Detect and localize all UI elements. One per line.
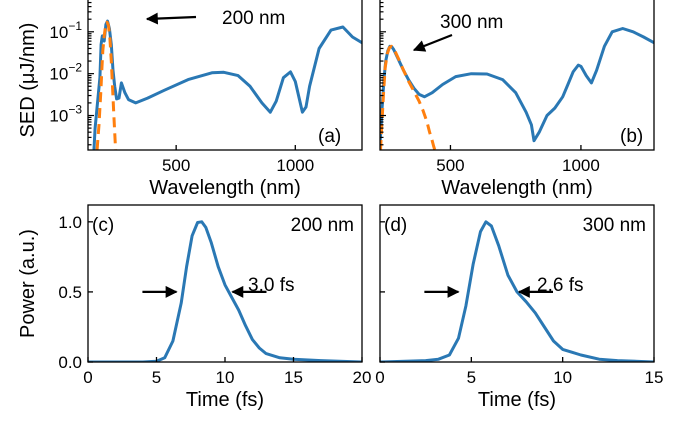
x-tick-label: 5 [152, 368, 161, 387]
series-group [92, 19, 362, 150]
axes-frame-a [87, 0, 363, 151]
x-axis-label: Wavelength (nm) [441, 177, 593, 199]
wavelength-annotation: 300 nm [440, 12, 503, 33]
pointer-arrow [412, 33, 453, 52]
y-tick-base: 10 [49, 23, 68, 42]
x-tick-label: 10 [216, 368, 235, 387]
y-tick-label: 0.5 [58, 283, 82, 302]
wavelength-annotation: 200 nm [291, 215, 354, 236]
y-tick-label: 10−2 [49, 61, 82, 84]
pulse-width-label: 2.6 fs [537, 275, 583, 296]
x-axis-label: Time (fs) [478, 389, 556, 411]
series-group [380, 220, 654, 362]
panel-label: (d) [384, 215, 407, 236]
series-group [88, 220, 362, 362]
panel-label: (c) [92, 215, 114, 236]
x-tick-label: 1000 [562, 156, 600, 175]
x-tick-label: 1000 [276, 156, 314, 175]
y-tick-exponent: −2 [68, 61, 82, 75]
x-tick-label: 10 [553, 368, 572, 387]
panel-b: 500 1000 Wavelength (nm) (b) 300 nm [379, 0, 655, 199]
axes-frame-b [379, 0, 655, 151]
y-tick-exponent: −1 [68, 19, 82, 33]
panel-c: 0 5 10 15 20 0.0 0.5 1.0 Time (fs) Power (a.u.) (c… [17, 204, 372, 411]
pulse-width-label: 3.0 fs [248, 275, 294, 296]
measured-line-a [92, 19, 362, 150]
wavelength-annotation: 200 nm [222, 8, 285, 29]
y-tick-base: 10 [49, 107, 68, 126]
axes-frame-d [379, 204, 655, 363]
panel-label: (a) [318, 126, 341, 147]
y-axis-label: SED (μJ/nm) [17, 23, 39, 138]
x-tick-label: 0 [375, 368, 384, 387]
measured-line-d [380, 220, 654, 362]
series-group [380, 27, 654, 150]
y-tick-exponent: −3 [68, 103, 82, 117]
measured-line-c [88, 220, 362, 362]
panel-label: (b) [620, 126, 643, 147]
panel-d: 0 5 10 15 Time (fs) (d) 300 nm 2.6 fs [375, 204, 664, 411]
y-tick-label: 10−1 [49, 19, 82, 42]
x-axis-label: Wavelength (nm) [149, 177, 301, 199]
y-tick-label: 10−3 [49, 103, 82, 126]
measured-line-b [380, 27, 654, 147]
x-tick-label: 0 [83, 368, 92, 387]
y-tick-label: 1.0 [58, 213, 82, 232]
x-tick-label: 20 [353, 368, 372, 387]
y-tick-base: 10 [49, 65, 68, 84]
x-axis-label: Time (fs) [186, 389, 264, 411]
x-tick-label: 500 [436, 156, 464, 175]
wavelength-annotation: 300 nm [583, 215, 646, 236]
x-tick-label: 15 [645, 368, 664, 387]
y-axis-label: Power (a.u.) [17, 229, 39, 338]
x-tick-label: 5 [467, 368, 476, 387]
y-tick-label: 0.0 [58, 353, 82, 372]
x-tick-label: 500 [162, 156, 190, 175]
fit-line-b [380, 44, 437, 150]
fit-line-a [95, 20, 118, 150]
pointer-arrow [145, 12, 197, 25]
x-tick-label: 15 [284, 368, 303, 387]
